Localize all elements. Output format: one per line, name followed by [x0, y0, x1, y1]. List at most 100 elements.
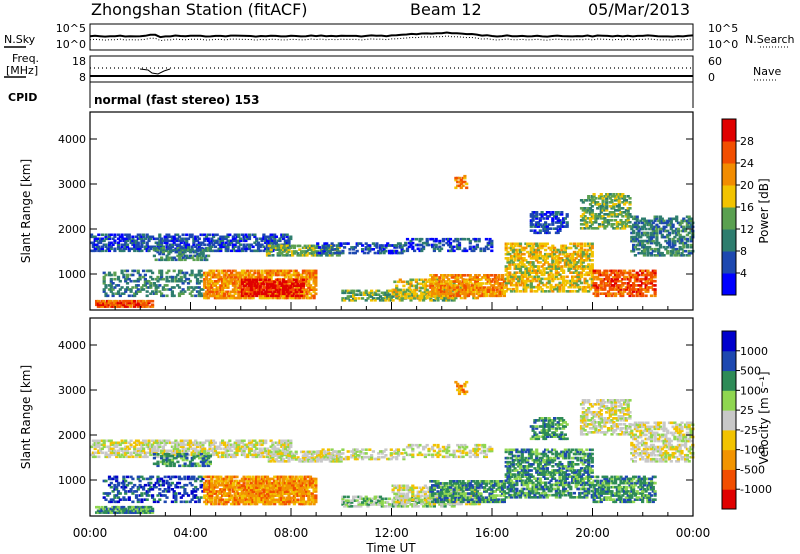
heatmap-cell — [188, 233, 192, 237]
heatmap-cell — [199, 252, 203, 256]
heatmap-cell — [278, 239, 282, 243]
heatmap-cell — [517, 252, 521, 256]
heatmap-cell — [655, 241, 659, 245]
heatmap-cell — [517, 275, 521, 279]
heatmap-cell — [256, 290, 261, 294]
heatmap-cell — [136, 447, 140, 451]
heatmap-cell — [527, 273, 532, 277]
heatmap-cell — [646, 231, 650, 235]
heatmap-cell — [673, 247, 677, 251]
heatmap-cell — [562, 287, 566, 291]
heatmap-cell — [581, 209, 585, 212]
heatmap-cell — [588, 242, 593, 246]
heatmap-cell — [597, 203, 602, 206]
heatmap-cell — [545, 267, 549, 270]
heatmap-cell — [305, 284, 309, 287]
heatmap-cell — [122, 455, 126, 459]
heatmap-cell — [669, 225, 673, 229]
heatmap-cell — [294, 296, 298, 300]
heatmap-cell — [425, 290, 429, 294]
heatmap-cell — [574, 281, 578, 285]
heatmap-cell — [522, 248, 526, 252]
heatmap-cell — [111, 294, 115, 298]
heatmap-cell — [307, 286, 311, 289]
heatmap-cell — [280, 290, 284, 294]
heatmap-cell — [256, 247, 261, 251]
heatmap-cell — [522, 263, 526, 266]
heatmap-cell — [165, 254, 169, 258]
heatmap-cell — [174, 439, 178, 443]
noise-left-tick-top: 10^5 — [56, 22, 86, 35]
heatmap-cell — [587, 271, 591, 274]
heatmap-cell — [258, 280, 262, 283]
heatmap-cell — [624, 286, 628, 289]
heatmap-cell — [642, 223, 646, 227]
heatmap-cell — [518, 275, 523, 279]
heatmap-cell — [314, 280, 318, 283]
heatmap-cell — [221, 245, 225, 249]
heatmap-cell — [605, 205, 609, 208]
heatmap-cell — [418, 243, 422, 247]
heatmap-cell — [554, 215, 558, 218]
heatmap-cell — [170, 294, 174, 298]
heatmap-cell — [646, 221, 650, 225]
heatmap-cell — [370, 295, 374, 298]
heatmap-cell — [518, 261, 523, 264]
heatmap-cell — [221, 237, 225, 241]
heatmap-cell — [215, 269, 219, 273]
heatmap-cell — [452, 249, 456, 253]
heatmap-cell — [551, 275, 555, 279]
heatmap-cell — [456, 176, 460, 180]
heatmap-cell — [560, 246, 564, 250]
heatmap-cell — [100, 239, 104, 243]
heatmap-cell — [124, 288, 128, 291]
heatmap-cell — [571, 257, 575, 260]
heatmap-cell — [527, 252, 532, 256]
heatmap-cell — [296, 277, 300, 281]
heatmap-cell — [132, 301, 137, 305]
heatmap-cell — [258, 294, 262, 298]
heatmap-cell — [127, 299, 131, 303]
heatmap-cell — [621, 225, 625, 228]
heatmap-cell — [610, 207, 614, 210]
heatmap-cell — [508, 281, 512, 285]
heatmap-cell — [572, 267, 576, 270]
heatmap-cell — [352, 297, 356, 300]
heatmap-cell — [221, 439, 225, 443]
heatmap-cell — [621, 294, 625, 298]
heatmap-cell — [457, 184, 462, 188]
heatmap-cell — [599, 207, 603, 210]
heatmap-cell — [508, 261, 512, 264]
heatmap-cell — [436, 286, 440, 289]
heatmap-cell — [628, 273, 632, 277]
heatmap-cell — [436, 295, 440, 298]
heatmap-cell — [154, 439, 158, 443]
heatmap-cell — [136, 299, 140, 303]
heatmap-cell — [109, 451, 113, 455]
heatmap-cell — [314, 277, 318, 281]
heatmap-cell — [635, 279, 639, 283]
heatmap-cell — [574, 271, 578, 274]
heatmap-cell — [160, 239, 164, 243]
heatmap-cell — [289, 284, 293, 288]
heatmap-cell — [459, 284, 463, 287]
heatmap-cell — [418, 282, 422, 286]
heatmap-cell — [459, 182, 463, 186]
heatmap-cell — [185, 237, 189, 241]
heatmap-cell — [687, 231, 691, 235]
heatmap-cell — [303, 282, 307, 285]
heatmap-cell — [314, 275, 318, 279]
heatmap-cell — [308, 288, 313, 291]
heatmap-cell — [330, 244, 334, 248]
heatmap-cell — [127, 247, 131, 251]
heatmap-cell — [571, 290, 575, 293]
heatmap-cell — [185, 256, 189, 260]
heatmap-cell — [267, 237, 271, 241]
heatmap-cell — [644, 288, 648, 291]
heatmap-cell — [181, 292, 185, 295]
heatmap-cell — [522, 257, 526, 260]
heatmap-cell — [682, 254, 686, 257]
heatmap-cell — [300, 254, 304, 257]
heatmap-cell — [596, 277, 600, 281]
heatmap-cell — [156, 439, 160, 443]
